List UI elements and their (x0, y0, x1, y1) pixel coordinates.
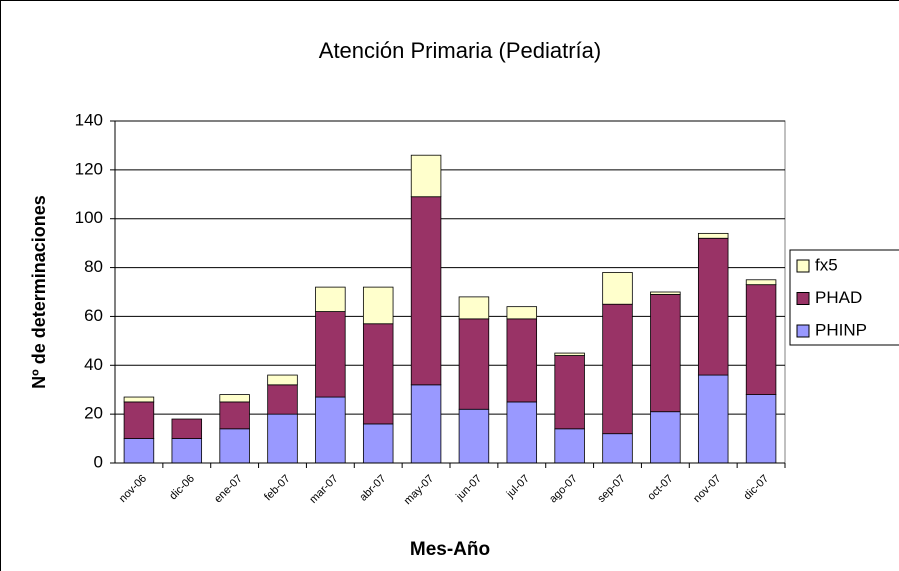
bar-segment (650, 411, 681, 464)
bar-segment (697, 232, 729, 239)
bar-segment (602, 272, 633, 305)
y-tick-label: 140 (75, 110, 103, 129)
bar-segment (362, 323, 394, 425)
bar-segment (458, 408, 490, 464)
bar-segment (697, 374, 729, 464)
legend-label: PHAD (815, 288, 862, 307)
y-axis-title: Nº de determinaciones (29, 195, 49, 389)
x-axis-title: Mes-Año (410, 539, 490, 560)
bar-segment (410, 154, 442, 198)
bar-segment (315, 311, 346, 398)
y-tick-label: 0 (94, 452, 103, 471)
bar-segment (745, 394, 777, 464)
bar-segment (506, 318, 538, 403)
legend-swatch (796, 259, 810, 273)
bar-segment (315, 396, 346, 464)
bar-segment (123, 438, 155, 464)
legend-label: fx5 (815, 255, 838, 274)
bar-segment (697, 237, 729, 376)
bar-segment (506, 306, 538, 320)
bar-segment (171, 438, 203, 464)
bar-segment (650, 291, 681, 295)
y-tick-label: 40 (84, 355, 103, 374)
legend-swatch (796, 324, 810, 338)
bar-segment (554, 352, 585, 356)
y-tick-label: 60 (84, 306, 103, 325)
bar-segment (458, 318, 490, 410)
y-tick-label: 120 (75, 159, 103, 178)
plot-area (114, 120, 786, 464)
bar-segment (410, 196, 442, 386)
bar-segment (219, 394, 250, 403)
bar-segment (745, 279, 777, 286)
bar-segment (123, 401, 155, 439)
bar-segment (267, 413, 298, 464)
bar-segment (219, 428, 250, 464)
bar-segment (362, 423, 394, 464)
bar-segment (315, 286, 346, 312)
y-tick-label: 80 (84, 257, 103, 276)
y-tick-label: 100 (75, 208, 103, 227)
legend-label: PHINP (815, 320, 867, 339)
bar-segment (267, 384, 298, 415)
bar-segment (171, 418, 203, 439)
bar-segment (506, 401, 538, 464)
bar-segment (219, 401, 250, 430)
bar-segment (410, 384, 442, 464)
bar-segment (602, 303, 633, 435)
y-tick-label: 20 (84, 404, 103, 423)
bar-segment (123, 396, 155, 403)
bar-segment (650, 294, 681, 413)
bar-segment (602, 433, 633, 464)
bar-segment (458, 296, 490, 320)
bar-segment (554, 428, 585, 464)
bar-segment (267, 374, 298, 386)
chart-title: Atención Primaria (Pediatría) (319, 38, 601, 63)
bar-segment (745, 284, 777, 395)
bar-segment (554, 355, 585, 430)
bar-segment (362, 286, 394, 325)
legend-swatch (796, 292, 810, 305)
